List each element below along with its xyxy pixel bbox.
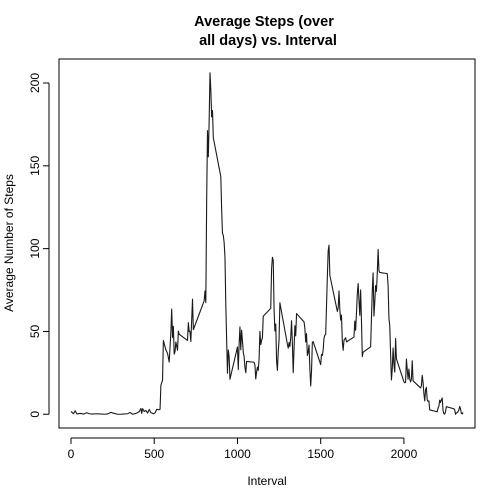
chart-title-line-1: Average Steps (over [194,14,334,30]
series-line [70,72,464,415]
x-axis-label: Interval [247,474,286,488]
y-tick-label: 0 [28,411,42,418]
y-tick-label: 150 [28,155,42,175]
x-tick-label: 1500 [307,447,334,461]
x-axis: 0 500 1000 1500 2000 [68,437,418,461]
x-tick-label: 2000 [391,447,418,461]
plot-frame [58,58,476,429]
x-tick-label: 500 [144,447,164,461]
y-tick-label: 50 [28,324,42,338]
y-tick-label: 200 [28,73,42,93]
y-axis: 0 50 100 150 200 [28,73,50,418]
y-axis-label: Average Number of Steps [2,174,16,312]
y-tick-label: 100 [28,238,42,258]
x-tick-label: 1000 [224,447,251,461]
chart-title-line-2: all days) vs. Interval [199,33,337,49]
x-tick-label: 0 [68,447,75,461]
